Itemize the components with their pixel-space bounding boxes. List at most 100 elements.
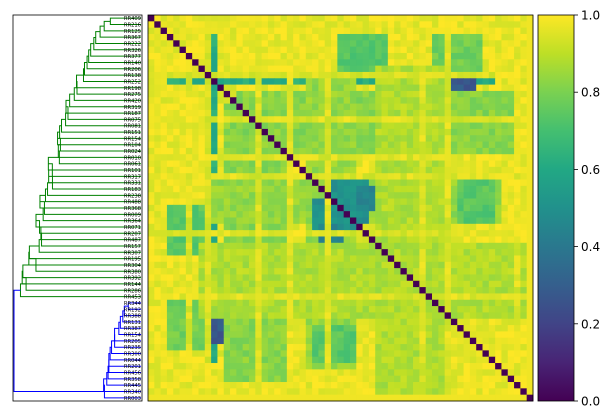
heatmap-cell: [230, 52, 237, 60]
heatmap-cell: [381, 166, 389, 174]
heatmap-cell: [242, 223, 250, 231]
heatmap-cell: [514, 192, 521, 199]
heatmap-cell: [387, 312, 395, 320]
heatmap-cell: [444, 394, 452, 402]
heatmap-cell: [173, 249, 180, 256]
heatmap-cell: [514, 198, 521, 206]
heatmap-cell: [299, 211, 307, 218]
heatmap-cell: [217, 40, 225, 48]
heatmap-cell: [211, 90, 218, 98]
heatmap-cell: [324, 242, 332, 250]
colorbar-tick-label: 0.8: [581, 86, 600, 100]
heatmap-cell: [211, 217, 218, 225]
heatmap-cell: [185, 325, 193, 332]
heatmap-cell: [425, 223, 433, 231]
heatmap-cell: [312, 198, 319, 206]
heatmap-cell: [280, 27, 288, 35]
heatmap-cell: [299, 65, 307, 73]
heatmap-cell: [501, 97, 509, 104]
heatmap-cell: [192, 236, 199, 244]
heatmap-cell: [387, 65, 395, 73]
heatmap-cell: [217, 90, 225, 98]
heatmap-cell: [286, 27, 294, 35]
heatmap-cell: [185, 299, 193, 307]
heatmap-cell: [438, 65, 446, 73]
heatmap-cell: [507, 217, 515, 225]
heatmap-cell: [261, 312, 269, 320]
heatmap-cell: [192, 97, 199, 104]
heatmap-cell: [211, 141, 218, 149]
heatmap-cell: [349, 331, 357, 339]
heatmap-cell: [356, 27, 363, 35]
heatmap-cell: [520, 236, 528, 244]
heatmap-cell: [520, 217, 528, 225]
heatmap-cell: [375, 344, 382, 351]
heatmap-cell: [305, 280, 313, 288]
heatmap-cell: [488, 141, 496, 149]
heatmap-cell: [450, 173, 458, 180]
heatmap-cell: [514, 103, 521, 111]
heatmap-cell: [211, 242, 218, 250]
heatmap-cell: [406, 255, 414, 263]
heatmap-cell: [148, 331, 155, 339]
heatmap-cell: [482, 230, 490, 237]
heatmap-cell: [469, 356, 477, 364]
heatmap-cell: [432, 249, 439, 256]
heatmap-cell: [349, 141, 357, 149]
heatmap-cell: [495, 211, 502, 218]
heatmap-cell: [261, 59, 269, 67]
heatmap-cell: [400, 59, 408, 67]
heatmap-cell: [337, 331, 345, 339]
heatmap-cell: [280, 249, 288, 256]
heatmap-cell: [526, 268, 534, 275]
heatmap-cell: [198, 375, 206, 383]
heatmap-cell: [413, 46, 420, 54]
heatmap-cell: [154, 331, 162, 339]
heatmap-cell: [160, 261, 168, 269]
heatmap-cell: [185, 122, 193, 130]
heatmap-cell: [242, 103, 250, 111]
heatmap-cell: [154, 179, 162, 187]
heatmap-cell: [236, 103, 244, 111]
heatmap-cell: [286, 337, 294, 345]
heatmap-cell: [242, 135, 250, 142]
heatmap-cell: [324, 46, 332, 54]
heatmap-cell: [400, 255, 408, 263]
heatmap-cell: [349, 166, 357, 174]
heatmap-cell: [343, 223, 351, 231]
heatmap-cell: [356, 21, 363, 29]
heatmap-cell: [204, 33, 212, 41]
heatmap-cell: [173, 15, 180, 22]
heatmap-cell: [463, 33, 471, 41]
heatmap-cell: [267, 211, 275, 218]
heatmap-cell: [419, 356, 427, 364]
heatmap-cell: [192, 394, 199, 402]
heatmap-cell: [457, 27, 464, 35]
heatmap-cell: [419, 394, 427, 402]
heatmap-cell: [299, 90, 307, 98]
heatmap-cell: [362, 236, 370, 244]
heatmap-cell: [242, 192, 250, 199]
heatmap-cell: [457, 394, 464, 402]
heatmap-cell: [387, 173, 395, 180]
heatmap-cell: [419, 78, 427, 86]
heatmap-cell: [293, 40, 300, 48]
heatmap-cell: [331, 375, 338, 383]
heatmap-cell: [368, 147, 376, 155]
heatmap-cell: [482, 122, 490, 130]
heatmap-cell: [394, 160, 401, 168]
heatmap-cell: [236, 147, 244, 155]
heatmap-cell: [211, 15, 218, 22]
heatmap-cell: [192, 268, 199, 275]
heatmap-cell: [192, 33, 199, 41]
heatmap-cell: [236, 27, 244, 35]
heatmap-cell: [154, 65, 162, 73]
heatmap-cell: [381, 122, 389, 130]
heatmap-cell: [267, 198, 275, 206]
heatmap-cell: [324, 369, 332, 377]
heatmap-cell: [501, 192, 509, 199]
heatmap-cell: [425, 299, 433, 307]
heatmap-cell: [280, 350, 288, 358]
heatmap-cell: [185, 33, 193, 41]
heatmap-cell: [173, 325, 180, 332]
